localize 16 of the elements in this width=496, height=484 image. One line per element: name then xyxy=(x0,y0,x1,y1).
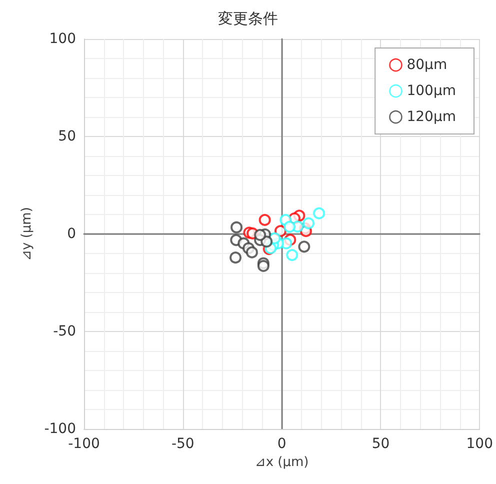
y-tick-label: -100 xyxy=(44,421,76,437)
legend-label: 100μm xyxy=(406,83,456,99)
x-axis-title: ⊿x (μm) xyxy=(254,454,309,470)
y-tick-label: 0 xyxy=(67,226,76,242)
x-tick-label: -100 xyxy=(68,436,100,452)
x-tick-label: 0 xyxy=(277,436,286,452)
legend-label: 120μm xyxy=(406,109,456,125)
y-tick-label: 50 xyxy=(58,128,76,144)
x-tick-label: 50 xyxy=(372,436,390,452)
y-tick-label: -50 xyxy=(53,324,76,340)
x-tick-label: -50 xyxy=(171,436,194,452)
legend-label: 80μm xyxy=(406,57,448,73)
x-tick-label: 100 xyxy=(466,436,494,452)
chart-title: 変更条件 xyxy=(218,10,278,28)
y-tick-label: 100 xyxy=(49,31,76,47)
y-axis-title: ⊿y (μm) xyxy=(19,207,34,261)
